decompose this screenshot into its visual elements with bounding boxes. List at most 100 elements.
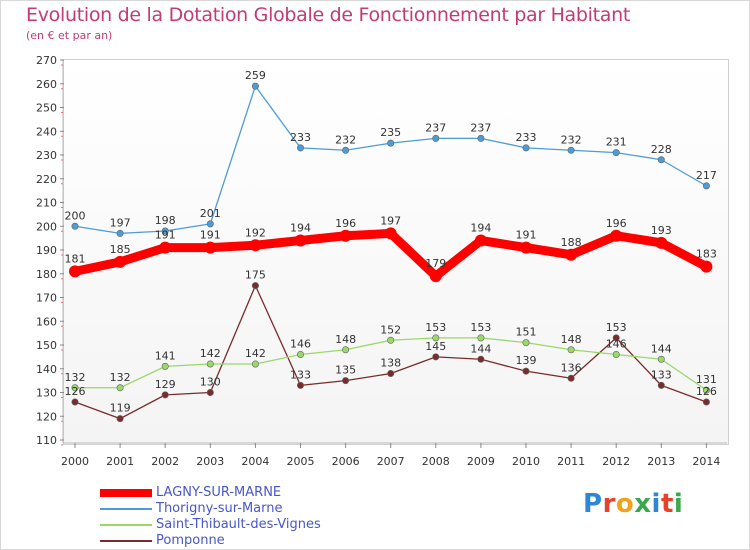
data-label: 144 [651, 342, 672, 355]
data-point [342, 146, 350, 154]
data-point [339, 229, 352, 242]
data-label: 193 [651, 224, 672, 237]
data-point [700, 260, 713, 273]
data-point [657, 381, 665, 389]
x-tick-label: 2012 [602, 455, 630, 468]
data-label: 192 [245, 226, 266, 239]
data-label: 181 [65, 252, 86, 265]
legend-swatch-thorigny [100, 508, 152, 510]
data-point [296, 350, 304, 358]
data-label: 138 [380, 357, 401, 370]
data-point [161, 391, 169, 399]
data-label: 198 [155, 214, 176, 227]
data-point [206, 220, 214, 228]
legend-label-pomponne: Pomponne [156, 533, 225, 548]
data-point [387, 336, 395, 344]
legend-swatch-saint-thibault [100, 524, 152, 526]
data-label: 191 [200, 229, 221, 242]
data-point [161, 362, 169, 370]
data-point [251, 282, 259, 290]
logo-letter: t [660, 489, 674, 519]
x-tick-label: 2011 [557, 455, 585, 468]
data-label: 119 [110, 402, 131, 415]
y-tick-label: 270 [36, 54, 57, 67]
y-tick-label: 250 [36, 102, 57, 115]
data-label: 136 [561, 361, 582, 374]
series-line-1 [74, 85, 708, 235]
data-label: 133 [290, 368, 311, 381]
data-point [116, 415, 124, 423]
data-label: 148 [561, 333, 582, 346]
logo-letter: r [602, 489, 616, 519]
data-point [565, 248, 578, 261]
y-tick-label: 210 [36, 197, 57, 210]
chart-subtitle: (en € et par an) [26, 29, 113, 42]
data-point [432, 134, 440, 142]
data-label: 133 [651, 368, 672, 381]
y-tick-label: 150 [36, 339, 57, 352]
data-point [612, 149, 620, 157]
y-tick-label: 200 [36, 220, 57, 233]
data-point [71, 398, 79, 406]
y-tick-label: 120 [36, 410, 57, 423]
data-label: 233 [516, 131, 537, 144]
data-point [432, 334, 440, 342]
chart-title: Evolution de la Dotation Globale de Fonc… [26, 4, 631, 26]
data-point [387, 369, 395, 377]
data-label: 235 [380, 126, 401, 139]
data-label: 194 [290, 222, 311, 235]
data-label: 237 [470, 121, 491, 134]
y-tick-label: 140 [36, 363, 57, 376]
data-point [702, 386, 710, 394]
legend-label-saint-thibault: Saint-Thibault-des-Vignes [156, 517, 321, 532]
data-point [342, 377, 350, 385]
data-label: 194 [470, 222, 491, 235]
data-point [71, 222, 79, 230]
y-tick-label: 160 [36, 315, 57, 328]
plot-area [63, 59, 729, 445]
data-label: 132 [110, 371, 131, 384]
data-label: 126 [696, 385, 717, 398]
data-point [474, 234, 487, 247]
data-point [249, 239, 262, 252]
data-label: 144 [470, 342, 491, 355]
data-point [477, 134, 485, 142]
data-point [384, 227, 397, 240]
data-label: 148 [335, 333, 356, 346]
data-label: 228 [651, 143, 672, 156]
logo-letter: o [615, 489, 635, 519]
data-point [702, 182, 710, 190]
data-point [432, 353, 440, 361]
x-tick-label: 2003 [196, 455, 224, 468]
data-label: 217 [696, 169, 717, 182]
data-label: 129 [155, 378, 176, 391]
logo-letter: i [673, 489, 684, 519]
data-point [204, 241, 217, 254]
data-label: 142 [245, 347, 266, 360]
data-label: 200 [65, 209, 86, 222]
y-tick-label: 230 [36, 149, 57, 162]
data-label: 259 [245, 69, 266, 82]
data-label: 196 [335, 217, 356, 230]
x-tick-label: 2009 [467, 455, 495, 468]
data-label: 175 [245, 269, 266, 282]
legend-swatch-pomponne [100, 540, 152, 542]
data-label: 153 [425, 321, 446, 334]
data-point [522, 367, 530, 375]
data-point [159, 241, 172, 254]
data-point [702, 398, 710, 406]
y-tick-label: 180 [36, 268, 57, 281]
data-label: 153 [470, 321, 491, 334]
data-point [429, 270, 442, 283]
data-label: 146 [606, 338, 627, 351]
data-label: 142 [200, 347, 221, 360]
logo-letter: i [651, 489, 661, 519]
data-point [116, 229, 124, 237]
data-point [477, 334, 485, 342]
data-label: 183 [696, 248, 717, 261]
data-label: 197 [380, 214, 401, 227]
data-point [116, 384, 124, 392]
y-tick-label: 130 [36, 387, 57, 400]
legend-label-thorigny: Thorigny-sur-Marne [156, 501, 283, 516]
data-point [342, 346, 350, 354]
